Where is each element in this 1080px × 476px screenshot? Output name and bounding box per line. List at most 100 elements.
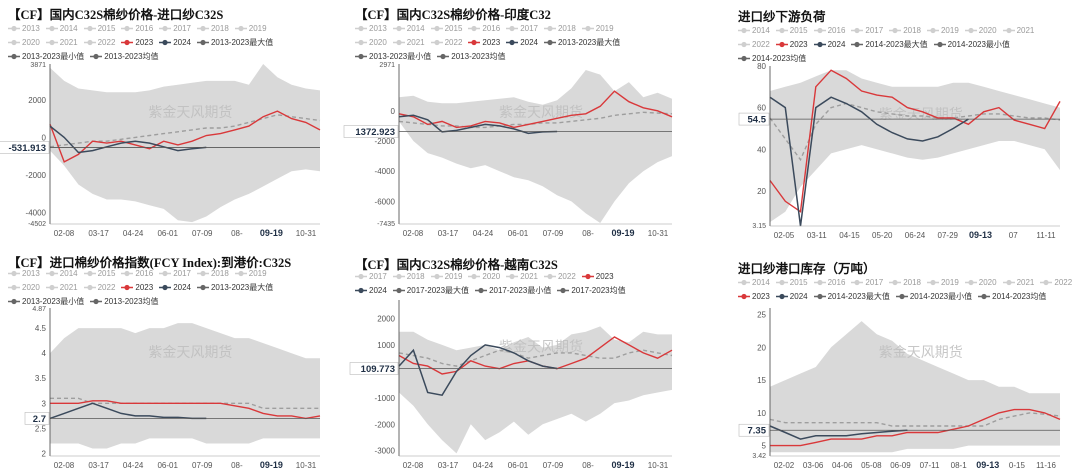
legend-item[interactable]: 2014 [45, 267, 78, 281]
legend-item[interactable]: 2021 [1002, 24, 1034, 38]
legend-item[interactable]: 2014 [45, 22, 78, 36]
legend-item[interactable]: 2014 [738, 276, 770, 290]
legend-item[interactable]: 2019 [926, 276, 959, 290]
legend-item[interactable]: 2020 [964, 24, 997, 38]
x-tick-label: 05-08 [861, 461, 882, 470]
legend-label: 2021 [406, 38, 425, 47]
chart-panel-downstream-load: 进口纱下游负荷 2014 2015 2016 2017 2018 2019 2020 2021… [738, 6, 1073, 246]
legend-item[interactable]: 2017 [159, 22, 191, 36]
legend-item[interactable]: 2017-2023最大值 [392, 284, 469, 298]
legend-item[interactable]: 2023 [738, 290, 770, 304]
legend-item[interactable]: 2019 [234, 267, 267, 281]
legend-label: 2018 [903, 278, 921, 287]
legend-item[interactable]: 2016 [468, 22, 500, 36]
legend-item[interactable]: 2024 [506, 36, 538, 50]
x-tick-label: 04-24 [123, 461, 144, 470]
legend-item[interactable]: 2013-2023最小值 [355, 50, 431, 64]
legend-item[interactable]: 2018 [392, 270, 425, 284]
legend-item[interactable]: 2017-2023均值 [557, 284, 626, 298]
legend-item[interactable]: 2015 [83, 267, 115, 281]
legend-item[interactable]: 2024 [159, 281, 191, 295]
legend-item[interactable]: 2017-2023最小值 [475, 284, 551, 298]
legend-item[interactable]: 2015 [775, 276, 808, 290]
legend-item[interactable]: 2021 [392, 36, 425, 50]
legend-item[interactable]: 2023 [121, 36, 153, 50]
legend-item[interactable]: 2022 [83, 281, 115, 295]
legend-item[interactable]: 2018 [196, 22, 229, 36]
current-value-box [738, 423, 770, 437]
y-tick-label: 2.5 [35, 424, 47, 433]
legend-marker-icon [775, 294, 788, 300]
legend-item[interactable]: 2019 [234, 22, 267, 36]
legend-item[interactable]: 2016 [813, 24, 845, 38]
legend-item[interactable]: 2021 [45, 281, 78, 295]
legend-item[interactable]: 2014-2023均值 [978, 290, 1046, 304]
legend-item[interactable]: 2013-2023最大值 [543, 36, 620, 50]
y-tick-label: 60 [757, 104, 766, 113]
legend-item[interactable]: 2023 [581, 270, 614, 284]
legend-item[interactable]: 2014-2023最大值 [851, 38, 928, 52]
legend-item[interactable]: 2017 [355, 270, 387, 284]
legend-item[interactable]: 2014-2023最小值 [895, 290, 972, 304]
legend-item[interactable]: 2015 [83, 22, 115, 36]
legend-label: 2021 [520, 272, 538, 281]
legend-item[interactable]: 2014-2023最大值 [813, 290, 890, 304]
legend-item[interactable]: 2016 [813, 276, 845, 290]
legend-item[interactable]: 2017 [851, 276, 883, 290]
legend-item[interactable]: 2018 [889, 24, 921, 38]
legend-item[interactable]: 2021 [506, 270, 538, 284]
legend-label: 2013-2023均值 [104, 297, 159, 306]
legend-item[interactable]: 2019 [430, 270, 462, 284]
legend-item[interactable]: 2013 [8, 22, 40, 36]
legend-item[interactable]: 2015 [430, 22, 462, 36]
legend-item[interactable]: 2017 [159, 267, 191, 281]
legend-item[interactable]: 2014-2023最小值 [933, 38, 1010, 52]
legend-item[interactable]: 2020 [468, 270, 500, 284]
legend-item[interactable]: 2013 [8, 267, 40, 281]
legend-item[interactable]: 2018 [196, 267, 229, 281]
legend-item[interactable]: 2013-2023均值 [437, 50, 506, 64]
legend-item[interactable]: 2013-2023最小值 [8, 50, 84, 64]
legend-item[interactable]: 2024 [159, 36, 191, 50]
legend-item[interactable]: 2013-2023最小值 [8, 295, 84, 309]
legend-item[interactable]: 2022 [543, 270, 576, 284]
legend-item[interactable]: 2013-2023最大值 [196, 36, 273, 50]
legend-item[interactable]: 2019 [926, 24, 959, 38]
y-max-label: 4.87 [32, 306, 46, 313]
legend-item[interactable]: 2024 [813, 38, 845, 52]
legend-item[interactable]: 2022 [430, 36, 462, 50]
legend-item[interactable]: 2013 [355, 22, 387, 36]
legend-label: 2024 [173, 283, 191, 292]
legend-item[interactable]: 2020 [8, 36, 40, 50]
legend-item[interactable]: 2020 [355, 36, 387, 50]
legend-item[interactable]: 2020 [8, 281, 40, 295]
legend-item[interactable]: 2018 [543, 22, 576, 36]
legend-marker-icon [543, 40, 556, 46]
legend-item[interactable]: 2023 [468, 36, 500, 50]
legend-item[interactable]: 2024 [775, 290, 808, 304]
legend-item[interactable]: 2013-2023均值 [90, 50, 159, 64]
legend-item[interactable]: 2022 [1040, 276, 1072, 290]
legend-item[interactable]: 2022 [738, 38, 770, 52]
legend-item[interactable]: 2013-2023最大值 [196, 281, 273, 295]
legend-item[interactable]: 2019 [581, 22, 614, 36]
legend-item[interactable]: 2014 [392, 22, 425, 36]
legend-item[interactable]: 2017 [506, 22, 538, 36]
legend-item[interactable]: 2016 [121, 267, 153, 281]
legend-item[interactable]: 2021 [45, 36, 78, 50]
x-tick-label: 07-09 [543, 461, 564, 470]
legend-item[interactable]: 2013-2023均值 [90, 295, 159, 309]
legend-item[interactable]: 2023 [775, 38, 808, 52]
legend-item[interactable]: 2022 [83, 36, 115, 50]
legend-item[interactable]: 2018 [889, 276, 921, 290]
legend-item[interactable]: 2015 [775, 24, 808, 38]
legend-item[interactable]: 2021 [1002, 276, 1034, 290]
legend-item[interactable]: 2024 [355, 284, 387, 298]
legend-item[interactable]: 2017 [851, 24, 883, 38]
legend-item[interactable]: 2014-2023均值 [738, 52, 806, 66]
legend-item[interactable]: 2014 [738, 24, 770, 38]
legend-item[interactable]: 2023 [121, 281, 153, 295]
legend-item[interactable]: 2016 [121, 22, 153, 36]
x-tick-label: 09-19 [260, 228, 283, 238]
legend-item[interactable]: 2020 [964, 276, 997, 290]
